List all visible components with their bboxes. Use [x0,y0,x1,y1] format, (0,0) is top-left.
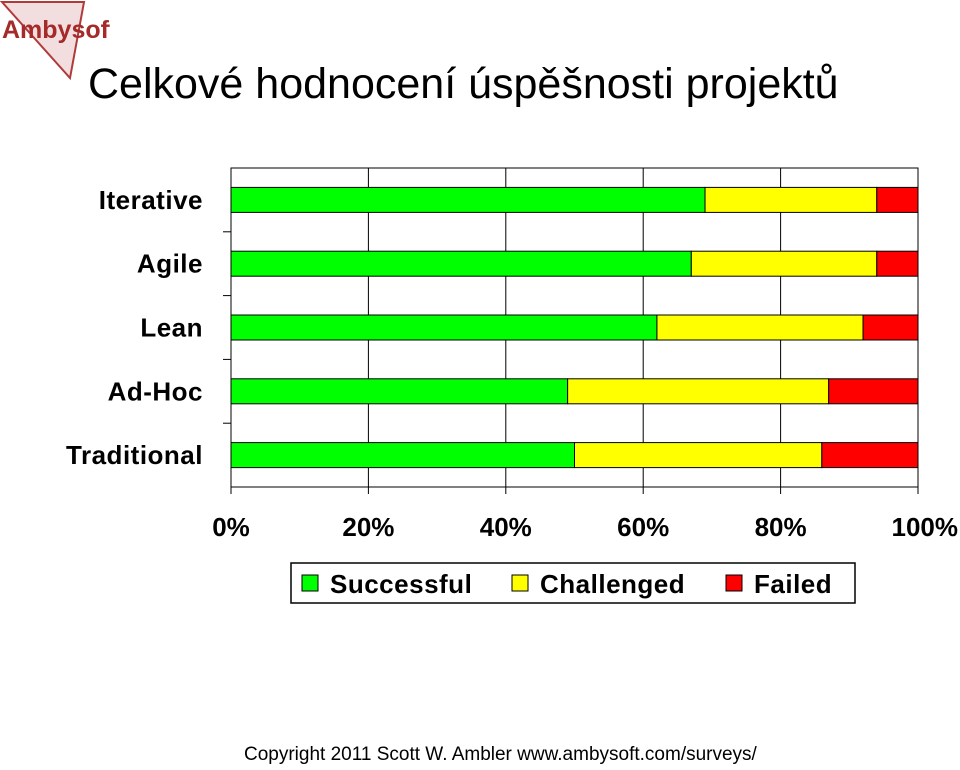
legend-label-failed: Failed [754,569,832,599]
category-label: Agile [137,249,203,279]
legend-box [290,562,856,604]
category-label: Ad-Hoc [108,376,203,406]
axis-layer [223,231,919,494]
label-layer: 0% 20% 40% 60% 80% 100% Iterative Agile Lean Ad-H… [66,185,958,542]
bar-segment-challenged [567,378,830,405]
bar-segment-successful [230,442,575,469]
category-label: Iterative [99,185,203,215]
bar-segment-successful [230,250,692,277]
bar-segment-challenged [656,314,864,341]
x-tick-label: 100% [892,512,959,542]
legend-swatch-successful [301,574,319,592]
bar-segment-failed [828,378,919,405]
x-tick-label: 20% [342,512,394,542]
x-tick-label: 0% [212,512,250,542]
bar-segment-failed [862,314,919,341]
legend-label-challenged: Challenged [540,569,685,599]
bar-segment-challenged [704,186,878,213]
legend-swatch-challenged [511,574,529,592]
x-tick-label: 60% [617,512,669,542]
copyright-footer: Copyright 2011 Scott W. Ambler www.ambys… [244,744,757,765]
ambysoft-logo: Ambysoft [0,1,110,80]
bar-segment-failed [876,250,919,277]
bar-segment-successful [230,186,706,213]
bar-layer [230,186,919,469]
logo-triangle-icon [0,1,86,80]
stacked-bar-chart: 0% 20% 40% 60% 80% 100% Iterative Agile Lean Ad-H… [66,167,958,604]
category-label: Lean [140,313,203,343]
bar-segment-successful [230,378,569,405]
bar-segment-failed [876,186,919,213]
x-tick-label: 40% [480,512,532,542]
category-label: Traditional [66,440,203,470]
legend: Successful Challenged Failed [290,562,856,604]
bar-segment-failed [821,442,919,469]
legend-label-successful: Successful [330,569,472,599]
bar-segment-challenged [574,442,823,469]
page-title: Celkové hodnocení úspěšnosti projektů [88,60,839,108]
bar-segment-successful [230,314,658,341]
logo-text: Ambysoft [2,16,110,44]
x-tick-label: 80% [755,512,807,542]
bar-segment-challenged [690,250,878,277]
legend-swatch-failed [725,574,743,592]
